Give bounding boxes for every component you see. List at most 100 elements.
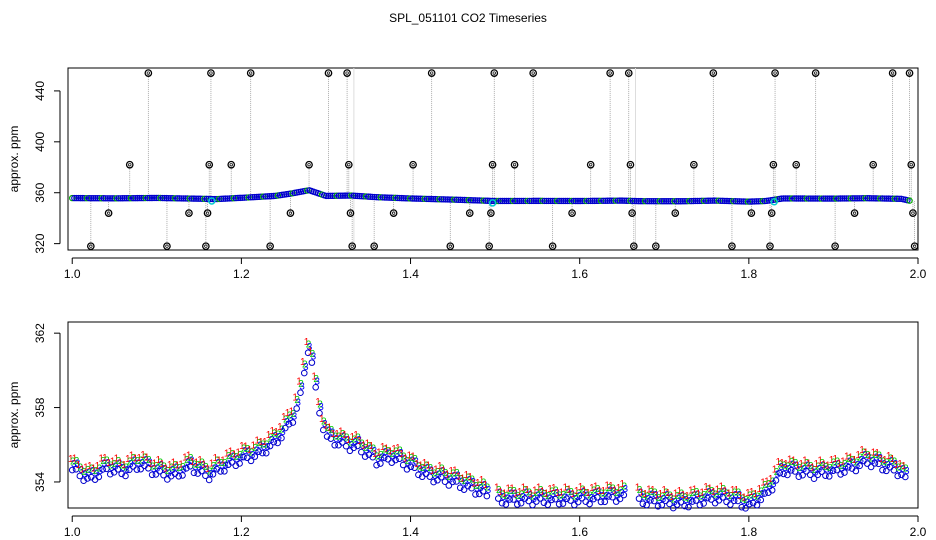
series-2-point: 2 — [523, 485, 529, 496]
series-1-point: 1 — [68, 454, 74, 465]
series-3-point: 3 — [794, 460, 800, 471]
top-panel: approx. ppm 320 360 400 440 1.0 1.2 1.4 1.6 1.8… — [7, 67, 927, 281]
baseline-point — [471, 197, 479, 204]
series-1-point: 1 — [129, 450, 135, 461]
spike-point — [811, 69, 820, 77]
series-1-point: 1 — [498, 487, 504, 498]
series-2-point: 2 — [530, 492, 536, 503]
mean-point — [601, 498, 609, 506]
series-3-point: 3 — [356, 435, 362, 446]
series-2-point: 2 — [751, 490, 757, 501]
baseline-point — [186, 195, 193, 202]
baseline-point — [352, 192, 359, 200]
spike-point-inner — [570, 211, 574, 215]
mean-point — [890, 466, 898, 474]
series-3-point: 3 — [254, 446, 260, 457]
series-3-point: 3 — [276, 432, 282, 443]
spike-point — [125, 160, 134, 169]
series-2-point: 2 — [899, 461, 905, 472]
baseline-point — [719, 197, 726, 205]
spike-point — [909, 209, 917, 217]
baseline-point — [333, 192, 340, 199]
series-2-point: 2 — [747, 491, 753, 502]
baseline-point — [879, 195, 886, 202]
baseline-point — [222, 195, 229, 202]
baseline-point — [843, 195, 850, 202]
spike-point — [246, 69, 255, 77]
mean-point — [453, 478, 460, 485]
series-1-point: 1 — [779, 458, 785, 469]
series-3-point: 3 — [771, 479, 777, 490]
baseline-point — [247, 194, 254, 201]
baseline-point — [327, 192, 334, 200]
series-1-point: 1 — [821, 460, 827, 471]
series-1-point: 1 — [673, 489, 679, 500]
series-1-point: 1 — [707, 484, 713, 495]
baseline-point — [448, 196, 456, 203]
series-1-point: 1 — [311, 371, 317, 382]
mean-point — [555, 500, 563, 508]
chart-title: SPL_051101 CO2 Timeseries — [389, 11, 547, 25]
baseline-point — [864, 195, 871, 202]
baseline-point — [453, 196, 460, 203]
baseline-point — [400, 195, 407, 202]
series-2-point: 2 — [112, 459, 118, 470]
mean-point — [183, 465, 190, 472]
mean-point — [289, 419, 297, 426]
baseline-point — [457, 196, 464, 204]
bottom-y-tick-label: 358 — [33, 397, 47, 417]
series-3-point: 3 — [516, 493, 522, 504]
baseline-point — [459, 196, 466, 204]
mean-point — [407, 463, 415, 471]
series-3-point: 3 — [459, 477, 465, 488]
spike-point-inner — [627, 71, 631, 75]
mean-point — [228, 459, 236, 466]
series-1-point: 1 — [338, 426, 344, 437]
mean-point — [654, 502, 662, 510]
series-2-point: 2 — [743, 495, 749, 506]
baseline-point — [270, 192, 277, 200]
baseline-point — [253, 193, 261, 201]
baseline-point — [616, 197, 624, 204]
baseline-point — [522, 197, 529, 205]
mean-point — [730, 497, 738, 505]
series-2-point: 2 — [724, 488, 730, 499]
series-1-point: 1 — [718, 481, 724, 492]
spike-point — [769, 160, 778, 169]
series-2-point: 2 — [686, 494, 692, 505]
series-3-point: 3 — [832, 460, 838, 471]
baseline-point — [757, 197, 764, 205]
bottom-x-axis: 1.0 1.2 1.4 1.6 1.8 2.0 — [64, 515, 927, 539]
spike-point — [767, 209, 776, 217]
mean-point — [879, 466, 886, 474]
series-3-point: 3 — [501, 492, 507, 503]
baseline-point — [71, 194, 78, 202]
series-2-point: 2 — [378, 450, 384, 461]
series-2-point: 2 — [519, 490, 525, 501]
baseline-point — [434, 195, 441, 203]
series-1-point: 1 — [745, 488, 751, 499]
series-2-point: 2 — [85, 465, 91, 476]
baseline-point — [881, 195, 888, 202]
mean-point — [768, 486, 776, 494]
baseline-point — [511, 197, 519, 205]
mean-point — [415, 471, 422, 479]
baseline-point — [690, 197, 697, 205]
baseline-point — [108, 195, 116, 202]
series-2-point: 2 — [351, 434, 357, 445]
baseline-point — [192, 195, 200, 202]
mean-point — [266, 442, 274, 450]
series-2-point: 2 — [104, 455, 110, 466]
spike-point — [324, 69, 333, 77]
baseline-point — [620, 197, 628, 204]
baseline-point — [427, 195, 435, 203]
spike-point — [671, 209, 680, 217]
mean-point — [323, 433, 331, 440]
series-1-point: 1 — [475, 478, 481, 489]
baseline-point — [230, 194, 238, 202]
spike-point-inner — [794, 163, 798, 167]
baseline-point — [730, 197, 737, 205]
bottom-x-tick-label: 2.0 — [910, 525, 927, 539]
series-2-point: 2 — [215, 456, 221, 467]
series-1-point: 1 — [871, 447, 877, 458]
